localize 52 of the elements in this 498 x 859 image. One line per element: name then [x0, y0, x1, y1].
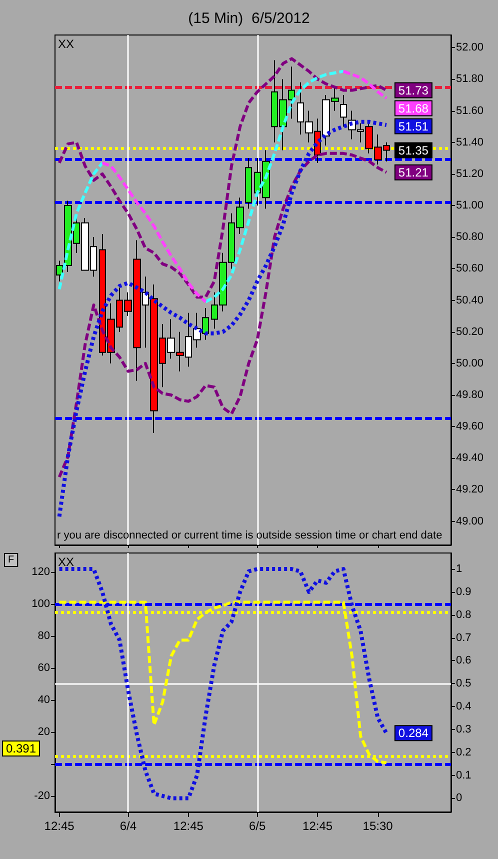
y-tick-label: 49.80	[456, 389, 484, 401]
x-tick-label: 12:45	[44, 819, 75, 833]
data-label: 51.51	[398, 119, 429, 134]
y-tick-label: 51.20	[456, 168, 484, 180]
data-label: 51.68	[398, 101, 429, 116]
y-tick-label: 51.60	[456, 104, 484, 117]
x-tick-label: 12:45	[302, 819, 333, 833]
y2-tick-label: 0.6	[456, 654, 472, 667]
data-label: 0.284	[398, 726, 429, 740]
data-label: 51.73	[398, 83, 429, 98]
y-tick-label: 51.40	[456, 136, 484, 148]
y-tick-label: 52.00	[456, 42, 484, 54]
y2-tick-label: 0.4	[456, 700, 472, 713]
y-tick-label: 80	[38, 630, 50, 642]
y2-tick-label: 0.7	[456, 632, 472, 644]
x-tick-label: 15:30	[362, 819, 394, 833]
y2-tick-label: 0	[456, 792, 462, 804]
y-tick-label: 51.00	[456, 200, 484, 212]
y-tick-label: 60	[38, 662, 50, 674]
x-tick-label: 6/4	[120, 819, 137, 833]
y-tick-label: 50.20	[456, 326, 484, 338]
x-tick-label: 6/5	[248, 819, 266, 833]
y2-tick-label: 0.2	[456, 746, 472, 758]
data-label: 51.21	[398, 165, 429, 180]
x-tick-label: 12:45	[173, 819, 204, 833]
chart-subtitle: XX	[58, 555, 74, 569]
y-tick-label: 51.80	[456, 73, 484, 86]
y-tick-label: 100	[32, 598, 50, 610]
y-tick-label: 40	[38, 694, 50, 706]
y-tick-label: 49.20	[456, 484, 484, 496]
y-tick-label: 50.60	[456, 262, 484, 275]
y-tick-label: 50.00	[456, 357, 484, 370]
y-tick-label: 50.40	[456, 294, 484, 306]
y-tick-label: 50.80	[456, 231, 484, 244]
y-tick-label: 49.00	[456, 515, 484, 528]
chart-title: (15 Min) 6/5/2012	[188, 10, 310, 27]
y-tick-label: 20	[38, 726, 50, 738]
y2-tick-label: 0.8	[456, 608, 472, 621]
annotation: r you are disconnected or current time is outside session time or chart end date	[57, 530, 442, 542]
text: 0.391	[6, 742, 36, 756]
y2-tick-label: 0.1	[456, 769, 472, 782]
y-tick-label: 49.60	[456, 420, 484, 433]
y-tick-label: 49.40	[456, 452, 484, 464]
y2-tick-label: 1	[456, 563, 462, 576]
y2-tick-label: 0.3	[456, 723, 472, 736]
y-tick-label: 120	[32, 566, 50, 578]
y2-tick-label: 0.5	[456, 678, 472, 690]
text: F	[8, 554, 14, 566]
y2-tick-label: 0.9	[456, 586, 472, 598]
chart-subtitle: XX	[58, 37, 74, 51]
text: 51.35	[398, 143, 428, 158]
y-tick-label: -20	[34, 790, 50, 802]
